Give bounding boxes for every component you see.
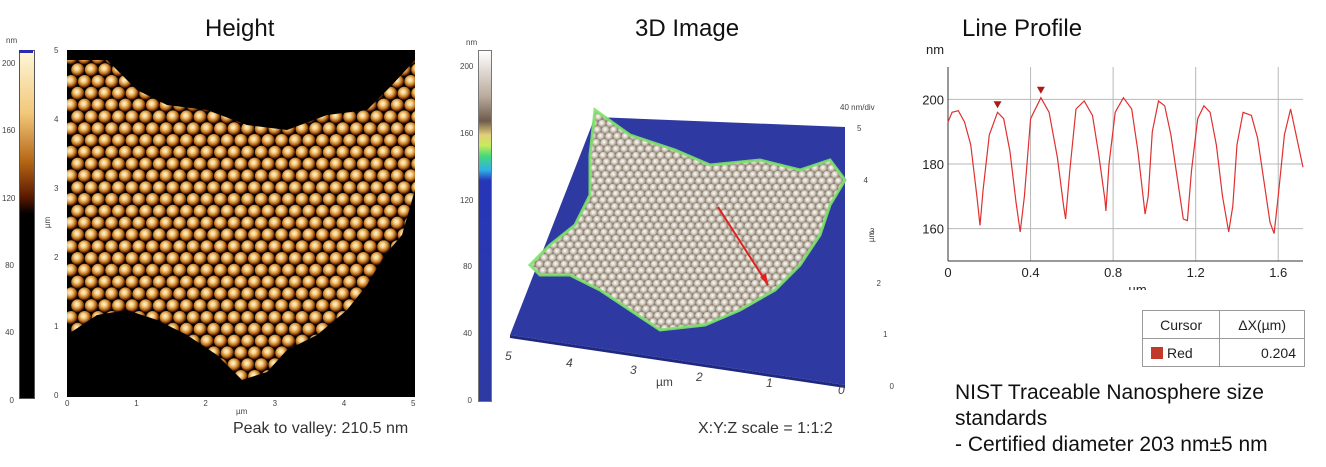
height-colorbar-tick: 200 (2, 59, 16, 68)
image3d-y-tick: 1 (883, 330, 888, 339)
height-colorbar (19, 50, 35, 399)
nist-note-line2: standards (955, 407, 1048, 430)
height-colorbar-tick: 40 (5, 328, 14, 338)
height-colorbar-tick: 80 (5, 260, 14, 270)
nist-note-line1: NIST Traceable Nanosphere size (955, 381, 1264, 404)
nist-note: NIST Traceable Nanosphere size standards… (955, 380, 1268, 458)
image3d-colorbar-tick: 120 (460, 195, 474, 205)
height-y-tick: 2 (54, 253, 59, 262)
height-y-tick: 3 (54, 184, 59, 193)
height-colorbar-top-marker (19, 50, 33, 53)
image3d-y-tick: 2 (876, 278, 881, 288)
height-colorbar-tick: 160 (2, 126, 16, 136)
height-colorbar-tick: 0 (9, 395, 14, 405)
height-x-tick: 1 (134, 399, 139, 408)
image3d-colorbar-tick: 160 (460, 128, 474, 138)
line-profile-title: Line Profile (962, 15, 1083, 42)
x-tick-label: 1.6 (1269, 265, 1287, 280)
cursor-color-swatch (1151, 346, 1163, 359)
height-x-tick: 3 (272, 399, 278, 408)
height-y-tick: 0 (54, 391, 59, 400)
image3d-colorbar-tick: 80 (463, 262, 472, 272)
image3d-x-tick: 1 (766, 376, 773, 390)
x-tick-label: 0 (944, 265, 951, 280)
height-image (67, 50, 415, 397)
height-x-tick: 0 (65, 399, 70, 408)
image3d-x-tick: 2 (696, 370, 703, 384)
height-y-tick: 4 (54, 115, 59, 124)
y-tick-label: 180 (922, 157, 944, 172)
height-y-axis-label: µm (43, 216, 53, 229)
image3d-z-scale: 40 nm/div (840, 103, 875, 112)
height-title: Height (205, 15, 275, 42)
image3d-y-tick: 4 (863, 175, 868, 185)
height-x-tick: 5 (411, 399, 416, 408)
cursor-header: Cursor (1141, 310, 1221, 339)
y-tick-label: 160 (922, 222, 944, 237)
x-tick-label: 0.8 (1104, 265, 1122, 280)
height-caption: Peak to valley: 210.5 nm (233, 420, 409, 437)
image3d-x-tick: 3 (630, 363, 637, 377)
height-colorbar-tick: 120 (2, 193, 16, 203)
image3d-colorbar-tick: 40 (463, 329, 472, 339)
image3d-caption: X:Y:Z scale = 1:1:2 (698, 420, 833, 437)
image3d-x-tick: 5 (505, 349, 512, 363)
cursor-table-header: Cursor ΔX(µm) (1141, 310, 1305, 339)
height-x-tick: 2 (203, 399, 208, 408)
image3d-y-tick: 5 (857, 124, 862, 133)
image3d-edge-highlight (527, 107, 847, 332)
image3d-x-tick: 0 (838, 383, 845, 397)
cursor-row[interactable]: Red 0.204 (1141, 338, 1305, 367)
image3d-profile-arrowhead (760, 273, 768, 285)
image3d-x-axis-label: µm (656, 375, 673, 389)
line-profile-chart: 0 0.4 0.8 1.2 1.6 160 180 200 nm µm (922, 42, 1304, 290)
cursor-delta-x: 0.204 (1219, 338, 1305, 367)
cursor-marker (993, 101, 1002, 109)
profile-series-line (947, 96, 1304, 234)
image3d-y-tick: 3 (870, 227, 875, 236)
y-tick-label: 200 (922, 92, 944, 107)
image3d-y-tick: 0 (889, 381, 894, 391)
height-x-tick: 4 (341, 399, 347, 408)
image3d-y-axis-label: µm (867, 230, 877, 243)
height-map (67, 60, 415, 380)
image3d-colorbar-tick: 0 (467, 396, 472, 405)
x-tick-label: 0.4 (1022, 265, 1040, 280)
height-y-tick: 1 (54, 322, 59, 331)
image3d-profile-line (717, 206, 769, 286)
image3d-colorbar-unit: nm (466, 38, 478, 47)
y-axis-label: nm (926, 42, 944, 57)
cursor-name: Red (1167, 344, 1193, 361)
height-y-tick: 5 (54, 46, 59, 55)
image3d-title: 3D Image (635, 15, 740, 42)
x-tick-label: 1.2 (1187, 265, 1205, 280)
image3d-colorbar (478, 50, 492, 402)
height-x-axis-label: µm (236, 407, 248, 416)
image3d-colorbar-tick: 200 (460, 62, 474, 71)
nist-note-line3: - Certified diameter 203 nm±5 nm (955, 433, 1268, 456)
cursor-table: Cursor ΔX(µm) Red 0.204 (1141, 310, 1305, 367)
image3d-surface (510, 107, 847, 388)
delta-x-header: ΔX(µm) (1219, 310, 1305, 339)
x-axis-label: µm (1128, 282, 1146, 290)
image3d-x-tick: 4 (566, 356, 573, 370)
height-colorbar-unit: nm (6, 36, 18, 45)
cursor-marker (1036, 86, 1045, 94)
